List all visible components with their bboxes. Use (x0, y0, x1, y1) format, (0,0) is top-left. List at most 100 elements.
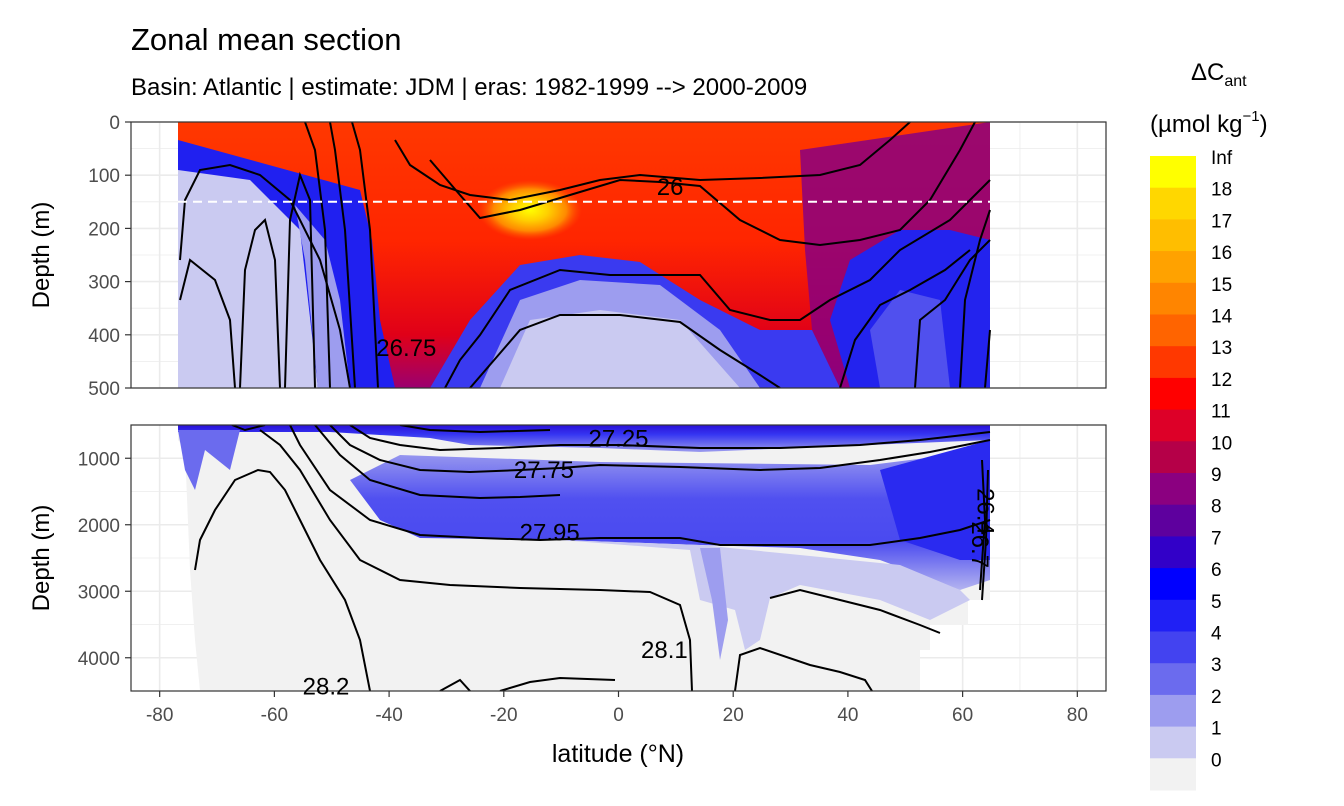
legend-unit: (µmol kg−1) (1150, 108, 1268, 138)
contour-line (979, 459, 987, 591)
contour-line (839, 249, 971, 388)
legend-unit-main: (µmol kg (1150, 111, 1243, 138)
legend-label: 6 (1211, 560, 1222, 581)
legend-key (1150, 599, 1196, 632)
y-tick-label: 100 (88, 166, 120, 187)
contour-label: 26 (657, 174, 684, 201)
y-axis-title-lower: Depth (m) (28, 505, 55, 612)
legend: ΔCant (µmol kg−1) Inf1817161514131211109… (1150, 59, 1268, 791)
legend-key (1150, 377, 1196, 411)
contours-lower (194, 425, 991, 691)
field-lower (178, 425, 990, 691)
legend-label: 0 (1211, 750, 1222, 771)
y-tick-label: 400 (88, 326, 120, 347)
y-tick-label: 4000 (78, 649, 120, 670)
panel-border-upper (130, 121, 1107, 389)
region-pale-south (178, 170, 318, 388)
legend-key (1150, 536, 1196, 569)
legend-key (1150, 663, 1196, 696)
contour-line (439, 678, 471, 691)
contour-labels: 26 26.75 27.25 27.75 27.95 28.1 28.2 26.726.4 (303, 174, 999, 700)
x-axis-title: latitude (°N) (552, 740, 684, 768)
y-tick-label: 2000 (78, 516, 120, 537)
x-tick-label: -40 (375, 705, 402, 726)
contour-line (444, 179, 991, 388)
contours-upper (179, 122, 991, 388)
x-tick-label: -60 (261, 705, 288, 726)
contour-line (959, 209, 991, 388)
contour-line (499, 676, 616, 691)
legend-title-sub: ant (1224, 73, 1247, 90)
contour-line (179, 163, 351, 388)
legend-key (1150, 758, 1196, 791)
legend-label: 7 (1211, 528, 1222, 549)
contour-label: 26.75 (376, 335, 436, 362)
legend-key (1150, 568, 1196, 601)
region-nadw-band (350, 450, 990, 590)
contour-label: 28.2 (303, 673, 350, 700)
region-pale-equator (500, 310, 740, 388)
contour-line (304, 122, 331, 388)
contour-line (329, 425, 991, 474)
x-tick-label: 80 (1067, 705, 1088, 726)
region-deep-top (178, 425, 990, 452)
contour-line (394, 122, 911, 202)
contour-line (179, 258, 236, 388)
region-south-blue (178, 430, 240, 490)
legend-unit-sup: −1 (1243, 108, 1260, 125)
y-tick-label: 1000 (78, 449, 120, 470)
legend-key (1150, 631, 1196, 664)
legend-key (1150, 504, 1196, 537)
legend-label: 4 (1211, 624, 1222, 645)
legend-key (1150, 156, 1196, 189)
contour-line (329, 122, 356, 388)
region-lightblue-south (295, 205, 350, 388)
contour-line (981, 469, 989, 601)
legend-key (1150, 726, 1196, 759)
y-axis-title-upper: Depth (m) (28, 202, 55, 309)
x-tick-label: 60 (952, 705, 973, 726)
legend-label: Inf (1211, 148, 1233, 169)
contour-line (349, 425, 991, 452)
legend-key (1150, 314, 1196, 347)
y-tick-label: 0 (109, 113, 120, 134)
contour-line (231, 425, 266, 432)
y-tick-label: 300 (88, 273, 120, 294)
contour-line (259, 429, 693, 691)
x-tick-label: -80 (146, 705, 173, 726)
region-pale-plume (700, 548, 728, 660)
legend-label: 5 (1211, 592, 1222, 613)
chart-subtitle: Basin: Atlantic | estimate: JDM | eras: … (131, 74, 808, 101)
contour-line (351, 122, 379, 388)
y-tick-label: 200 (88, 219, 120, 240)
legend-label: 18 (1211, 180, 1232, 201)
legend-title-main: ΔC (1191, 59, 1224, 86)
contour-line (429, 122, 976, 247)
y-axis-upper: 0 100 200 300 400 500 (88, 113, 131, 400)
legend-key (1150, 346, 1196, 379)
legend-key (1150, 187, 1196, 220)
legend-label: 17 (1211, 211, 1232, 232)
legend-label: 11 (1211, 402, 1231, 423)
contour-label: 27.25 (588, 425, 648, 452)
legend-label: 9 (1211, 465, 1222, 486)
legend-label: 13 (1211, 338, 1232, 359)
legend-label: 10 (1211, 433, 1232, 454)
legend-label: 2 (1211, 687, 1222, 708)
region-pale-deep (560, 540, 970, 650)
legend-label: 12 (1211, 370, 1232, 391)
legend-label: 15 (1211, 275, 1232, 296)
legend-key (1150, 282, 1196, 315)
contour-label: 26.4 (972, 488, 999, 535)
x-tick-label: -20 (490, 705, 517, 726)
chart-title: Zonal mean section (131, 22, 402, 57)
legend-key (1150, 409, 1196, 442)
x-tick-label: 0 (613, 705, 624, 726)
legend-key (1150, 473, 1196, 506)
y-tick-label: 500 (88, 379, 120, 400)
contour-label: 27.95 (520, 520, 580, 547)
contour-line (984, 329, 991, 388)
contour-label: 28.1 (641, 637, 688, 664)
legend-label: 14 (1211, 307, 1233, 328)
